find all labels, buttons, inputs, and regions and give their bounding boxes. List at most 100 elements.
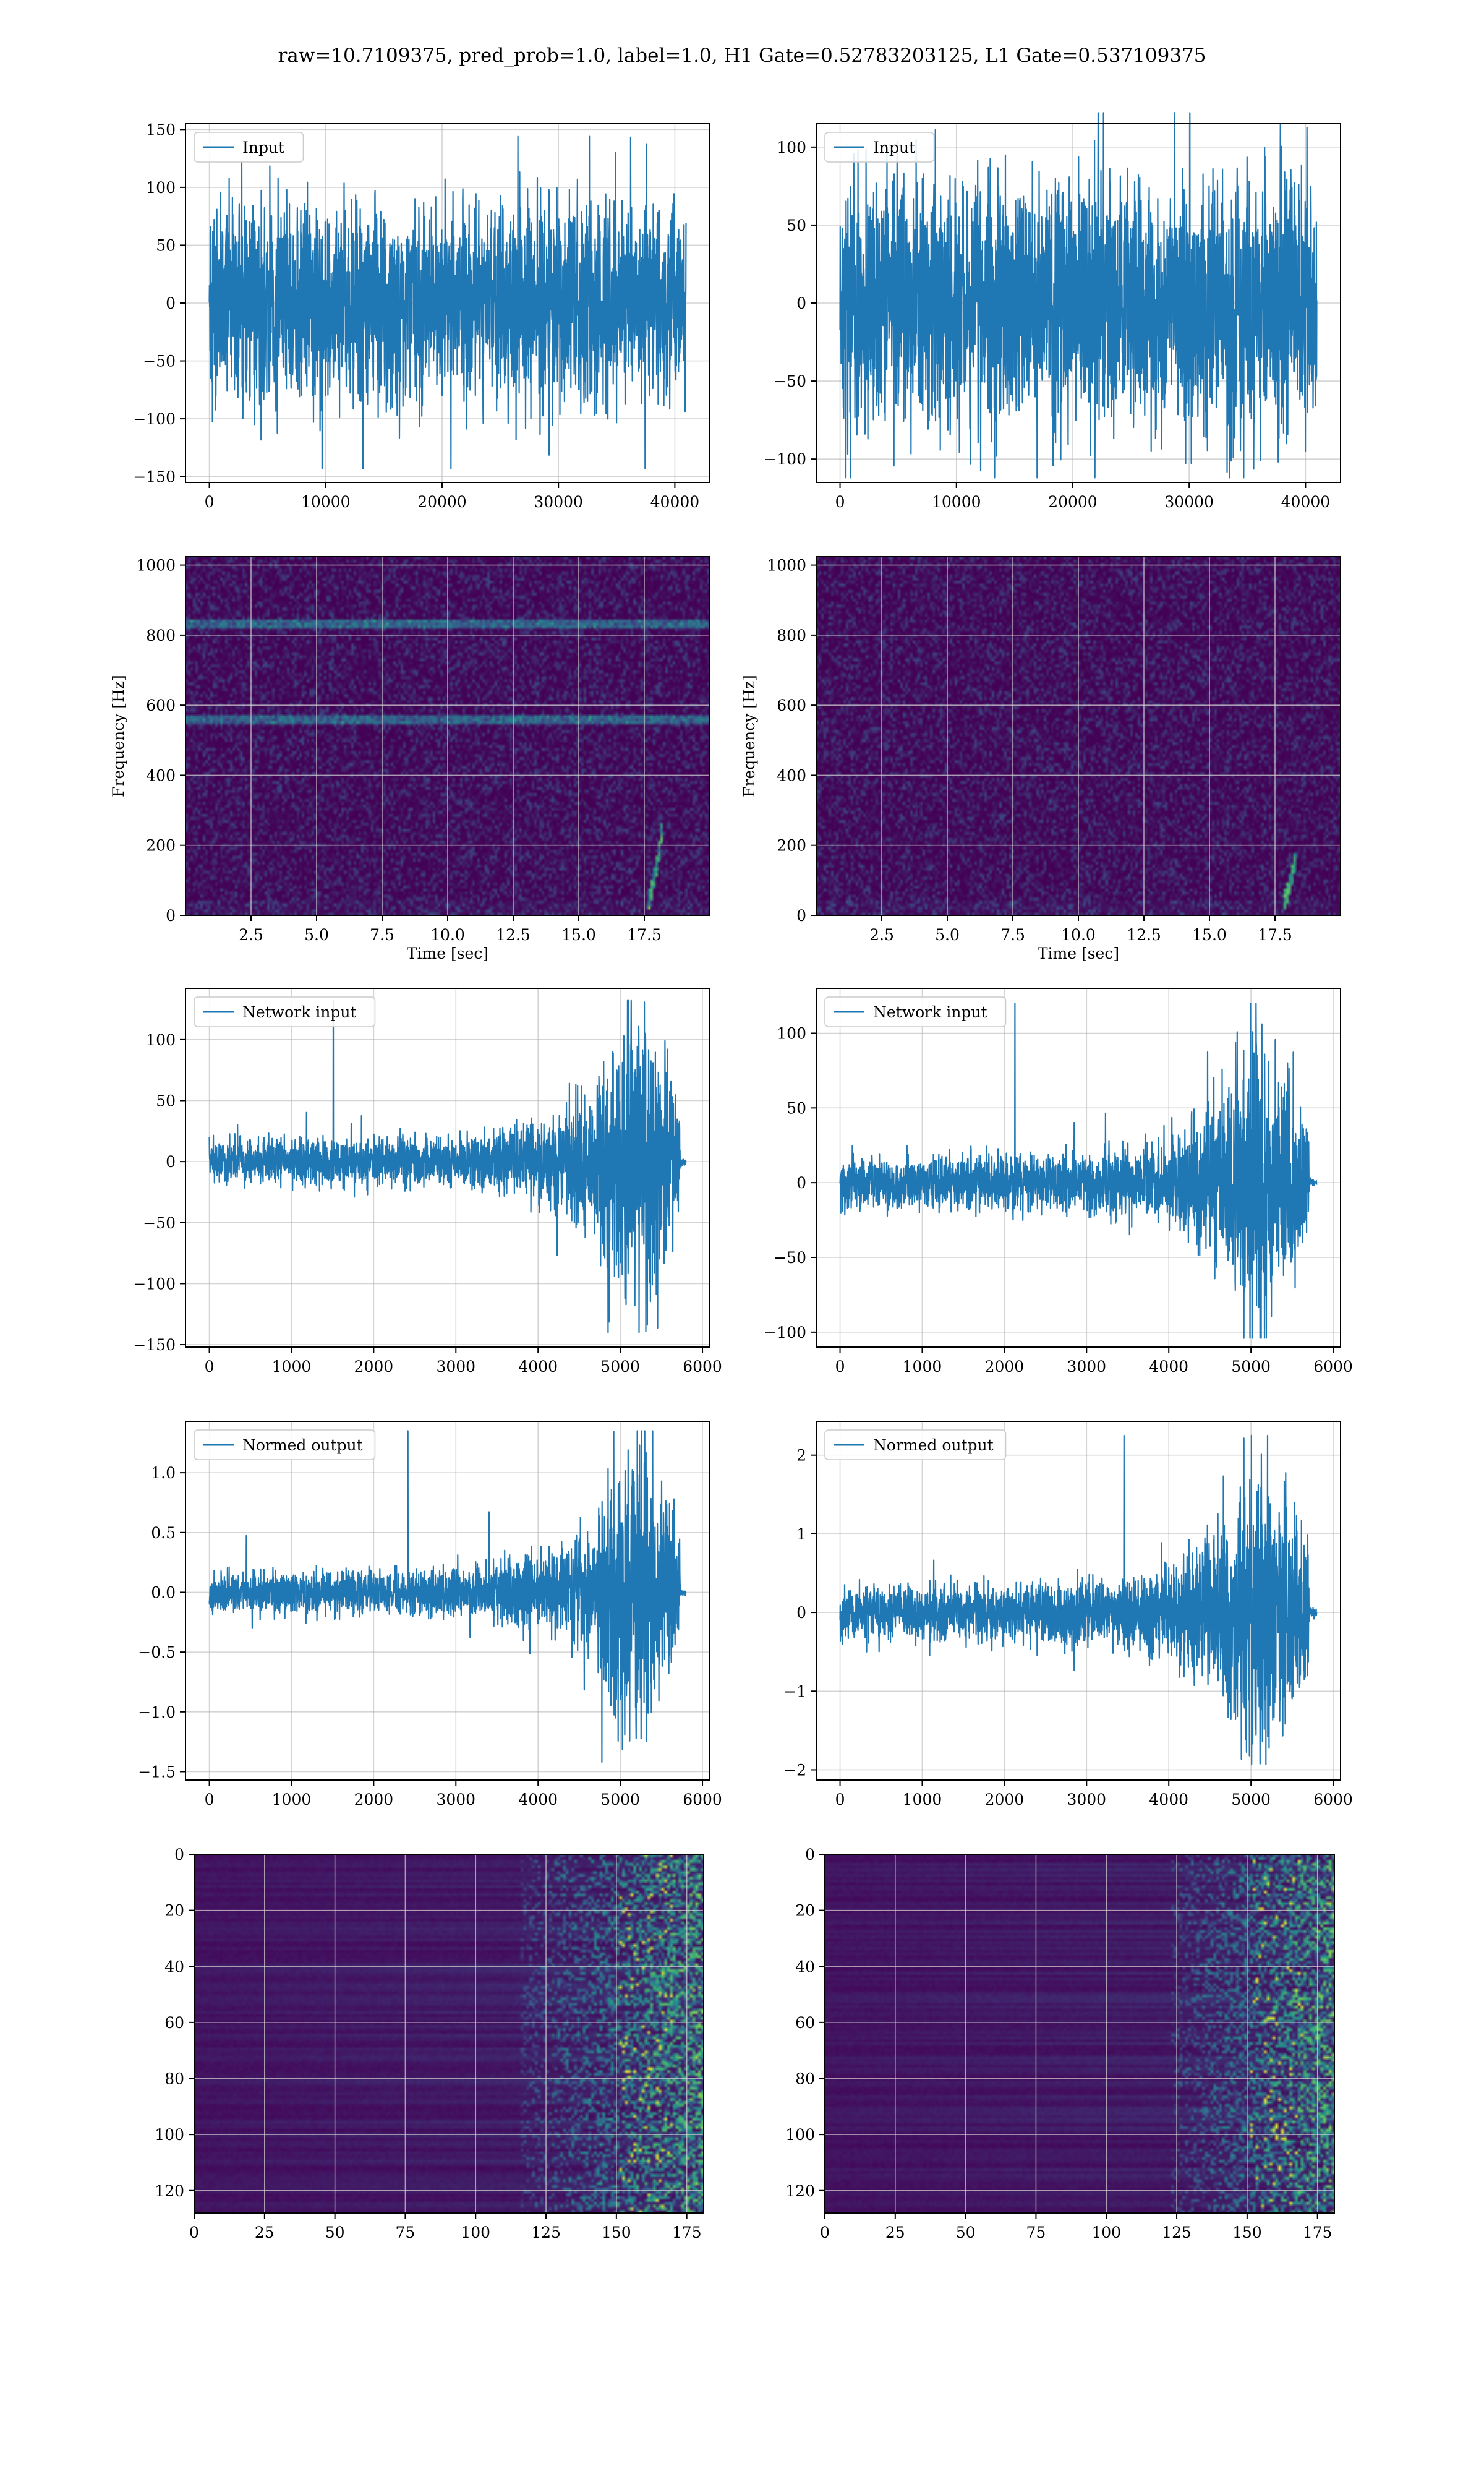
y-tick-label: 40 — [795, 1958, 815, 1975]
y-tick-label: 0.0 — [151, 1583, 176, 1601]
y-tick-label: 150 — [146, 121, 176, 139]
x-tick-label: 150 — [602, 2224, 631, 2241]
line-chart-net_h1: 0 1000 2000 3000 4000 5000 6000 −150 −100 −50 0 50 1… — [133, 988, 722, 1376]
y-tick-label: 100 — [146, 1031, 176, 1049]
y-tick-label: 1000 — [767, 557, 806, 575]
y-tick-label: −2 — [783, 1761, 806, 1779]
y-tick-label: 120 — [155, 2182, 184, 2200]
y-tick-label: 100 — [777, 139, 806, 156]
x-axis-label: Time [sec] — [1038, 944, 1119, 962]
plot-frame — [816, 1421, 1341, 1781]
y-tick-label: 1 — [796, 1525, 806, 1543]
y-tick-label: 400 — [146, 766, 176, 784]
plot-frame — [185, 1421, 710, 1781]
y-tick-label: −100 — [764, 450, 806, 468]
legend-label: Network input — [242, 1003, 356, 1021]
x-tick-label: 6000 — [1313, 1791, 1353, 1808]
x-tick-label: 25 — [255, 2224, 275, 2241]
y-tick-label: 50 — [787, 1099, 806, 1117]
y-tick-label: −150 — [133, 1336, 176, 1354]
x-tick-label: 0 — [835, 1358, 845, 1376]
x-tick-label: 17.5 — [627, 926, 662, 944]
y-tick-label: −100 — [764, 1324, 806, 1342]
series-line — [839, 112, 1318, 479]
legend-box — [194, 996, 376, 1027]
y-tick-label: 0 — [805, 1846, 815, 1864]
y-tick-label: 600 — [146, 696, 176, 714]
x-tick-label: 2000 — [354, 1791, 394, 1808]
x-tick-label: 2000 — [354, 1358, 394, 1376]
y-tick-label: −150 — [133, 468, 176, 486]
x-tick-label: 17.5 — [1258, 926, 1292, 944]
line-chart-input_l1: 0 10000 20000 30000 40000 −100 −50 0 50 100 Input — [764, 112, 1341, 511]
y-tick-label: 40 — [164, 1958, 184, 1975]
x-axis-label: Time [sec] — [407, 944, 488, 962]
y-tick-label: 0 — [796, 1174, 806, 1192]
x-tick-label: 2000 — [985, 1358, 1025, 1376]
legend-label: Network input — [873, 1003, 987, 1021]
y-tick-label: 0 — [796, 907, 806, 925]
x-tick-label: 15.0 — [1192, 926, 1227, 944]
y-tick-label: 20 — [795, 1902, 815, 1920]
x-tick-label: 30000 — [534, 493, 583, 511]
x-tick-label: 12.5 — [496, 926, 531, 944]
x-tick-label: 5.0 — [304, 926, 329, 944]
x-tick-label: 25 — [885, 2224, 905, 2241]
legend-label: Input — [242, 139, 284, 156]
x-tick-label: 6000 — [1313, 1358, 1353, 1376]
y-tick-label: 120 — [785, 2182, 815, 2200]
legend-box — [194, 132, 304, 163]
x-tick-label: 7.5 — [1000, 926, 1025, 944]
legend-box — [194, 1429, 376, 1460]
legend-label: Input — [873, 139, 915, 156]
y-tick-label: −100 — [133, 1275, 176, 1293]
line-chart-norm_h1: 0 1000 2000 3000 4000 5000 6000 −1.5 −1.0 −0.5 0.0… — [138, 1421, 722, 1808]
x-tick-label: 1000 — [903, 1358, 942, 1376]
plot-frame — [816, 988, 1341, 1348]
y-tick-label: 20 — [164, 1902, 184, 1920]
y-tick-label: 0 — [166, 907, 176, 925]
x-tick-label: 7.5 — [370, 926, 394, 944]
x-tick-label: 0 — [189, 2224, 199, 2241]
x-tick-label: 10.0 — [430, 926, 465, 944]
y-tick-label: 100 — [155, 2126, 184, 2144]
legend-box — [824, 132, 935, 163]
x-tick-label: 5000 — [600, 1791, 640, 1808]
x-tick-label: 125 — [531, 2224, 561, 2241]
y-tick-label: −1.5 — [138, 1763, 176, 1781]
y-tick-label: 800 — [146, 627, 176, 644]
x-tick-label: 12.5 — [1127, 926, 1161, 944]
y-axis-label: Frequency [Hz] — [740, 675, 758, 797]
x-tick-label: 3000 — [436, 1358, 475, 1376]
legend: Network input — [194, 996, 376, 1027]
legend: Input — [194, 132, 304, 163]
x-tick-label: 4000 — [1149, 1791, 1188, 1808]
x-tick-label: 175 — [1303, 2224, 1333, 2241]
y-tick-label: −50 — [774, 1249, 806, 1267]
legend: Input — [824, 132, 935, 163]
x-tick-label: 3000 — [436, 1791, 475, 1808]
x-tick-label: 15.0 — [561, 926, 596, 944]
x-tick-label: 5000 — [1231, 1791, 1271, 1808]
x-tick-label: 0 — [205, 1358, 215, 1376]
x-tick-label: 40000 — [1281, 493, 1331, 511]
y-tick-label: 50 — [787, 216, 806, 234]
y-tick-label: 0.5 — [151, 1524, 176, 1542]
x-tick-label: 2.5 — [239, 926, 263, 944]
x-tick-label: 3000 — [1067, 1358, 1106, 1376]
line-chart-norm_l1: 0 1000 2000 3000 4000 5000 6000 −2 −1 0 1 2 Normed o… — [783, 1421, 1353, 1808]
y-tick-label: 1000 — [136, 557, 176, 575]
y-tick-label: −50 — [143, 353, 176, 370]
x-tick-label: 2.5 — [869, 926, 894, 944]
y-tick-label: 100 — [777, 1025, 806, 1043]
x-tick-label: 10000 — [301, 493, 351, 511]
legend-box — [824, 996, 1007, 1027]
y-tick-label: 1.0 — [151, 1464, 176, 1482]
series-line — [839, 1434, 1318, 1765]
y-tick-label: 0 — [174, 1846, 184, 1864]
line-chart-net_l1: 0 1000 2000 3000 4000 5000 6000 −100 −50 0 50 100 Ne… — [764, 988, 1353, 1376]
y-tick-label: −1 — [783, 1682, 806, 1700]
legend: Network input — [824, 996, 1007, 1027]
x-tick-label: 0 — [835, 1791, 845, 1808]
